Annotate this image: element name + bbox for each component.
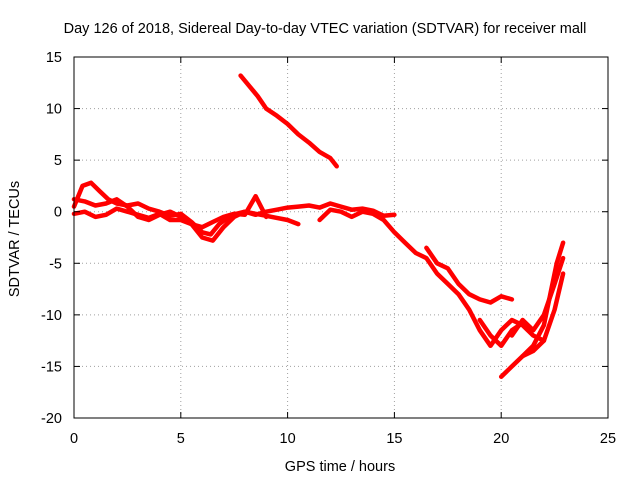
x-tick-label: 10 — [280, 431, 296, 447]
series-line-arc-6 — [424, 245, 515, 305]
x-tick-label: 15 — [386, 431, 402, 447]
y-tick-label: 15 — [46, 50, 62, 66]
y-tick-label: -5 — [49, 256, 62, 272]
chart-title: Day 126 of 2018, Sidereal Day-to-day VTE… — [64, 21, 587, 37]
y-tick-label: 0 — [54, 205, 62, 221]
y-tick-label: 10 — [46, 102, 62, 118]
x-axis-label: GPS time / hours — [285, 459, 395, 475]
x-tick-label: 0 — [70, 431, 78, 447]
x-tick-label: 5 — [177, 431, 185, 447]
plot-frame — [73, 56, 609, 419]
axis-ticks: 0 5 10 15 20 25 -20 -15 -10 -5 0 5 10 15 — [41, 50, 616, 447]
y-tick-label: -15 — [41, 359, 62, 375]
x-tick-label: 20 — [493, 431, 509, 447]
x-tick-label: 25 — [600, 431, 616, 447]
y-axis-label: SDTVAR / TECUs — [7, 181, 23, 297]
series-group — [71, 73, 566, 379]
y-tick-label: 5 — [54, 153, 62, 169]
series-line-arc-4 — [238, 73, 339, 169]
y-tick-label: -10 — [41, 308, 62, 324]
y-tick-label: -20 — [41, 411, 62, 427]
series-line-arc-7 — [498, 240, 566, 379]
series-line-arc-5 — [317, 207, 547, 349]
series-line-arc-10 — [477, 317, 525, 349]
series-line-arc-3 — [71, 193, 269, 230]
series-line-arc-9 — [520, 271, 566, 359]
